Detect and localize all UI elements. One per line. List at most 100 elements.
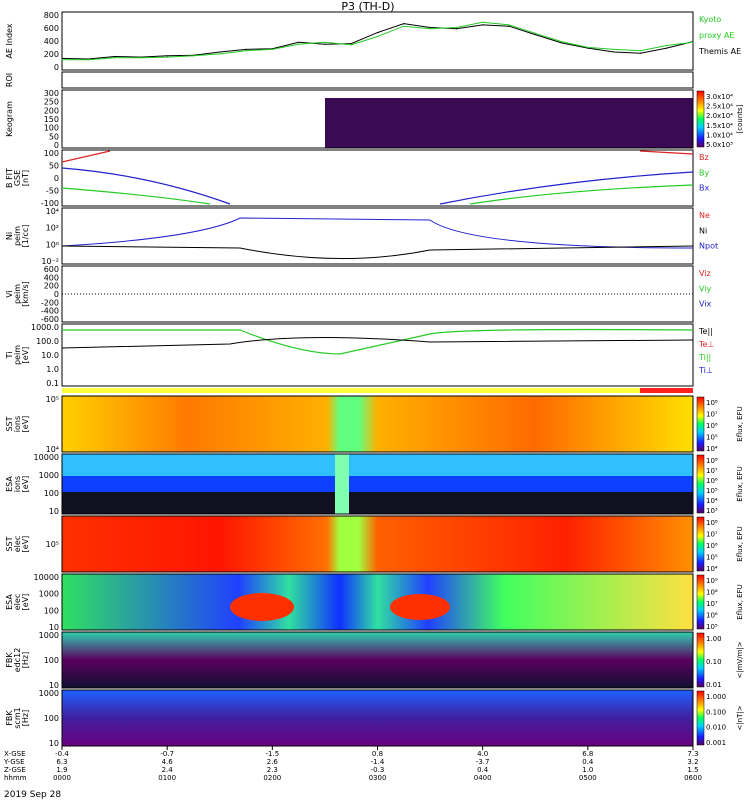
velocity-y-label: peim: [13, 284, 22, 304]
ae-legend-entry: Kyoto: [699, 15, 721, 24]
esa_e-y-label: elec: [13, 594, 22, 610]
fbk_e-colorbar-label: 0.10: [706, 658, 722, 666]
axis-value: 3.2: [687, 758, 698, 766]
velocity-tick-label: 400: [44, 273, 59, 282]
axis-value: 6.3: [56, 758, 67, 766]
sst_i-y-label: [eV]: [21, 416, 30, 433]
ni-curve: [61, 245, 694, 259]
keogram-tick-label: 200: [44, 106, 59, 115]
keogram-colorbar-title: [counts]: [736, 104, 744, 133]
ae-data-point: [666, 44, 668, 47]
axis-value: 0200: [263, 774, 281, 782]
panels: [61, 11, 694, 747]
esa_i-y-label: [eV]: [21, 476, 30, 493]
keogram-colorbar-label: 1.0x10⁴: [706, 131, 733, 139]
sst_e-colorbar-label: 10⁸: [706, 519, 718, 527]
axis-value: 0.4: [477, 766, 489, 774]
esa_e-colorbar-label: 10⁹: [706, 577, 718, 585]
figure-title: P3 (TH-D): [341, 0, 394, 13]
ae-data-point: [113, 57, 116, 59]
ae-data-point: [245, 50, 247, 52]
bfield-legend-entry: By: [699, 168, 709, 177]
bfield-frame: [61, 149, 694, 207]
keogram-tick-label: 0: [54, 141, 59, 150]
ae-tick-label: 800: [44, 11, 59, 20]
ae-data-point: [219, 53, 221, 55]
fbk_e-colorbar-title: <|mV/m|>: [736, 641, 744, 678]
bz-curve-left: [61, 150, 111, 163]
ae-data-point: [376, 35, 379, 38]
axis-value: 2.4: [162, 766, 174, 774]
esa_e-tick-label: 100: [44, 606, 59, 615]
axis-value: 2.3: [267, 766, 278, 774]
esa_e-tick-label: 1000: [39, 590, 59, 599]
temp-legend-entry: Te||: [698, 327, 713, 336]
roi-frame: [61, 71, 694, 89]
temp-y-label: [eV]: [21, 347, 30, 364]
density-y-label: [1/cc]: [21, 225, 30, 248]
axis-value: 0400: [474, 774, 492, 782]
esa_i-frame: [61, 453, 694, 515]
esa_i-colorbar-label: 10⁸: [706, 457, 718, 465]
density-y-label: peim: [13, 226, 22, 246]
axis-value: 0500: [579, 774, 597, 782]
bfield-tick-label: 0: [54, 174, 59, 183]
sst_i-colorbar-title: Eflux, EFU: [736, 406, 744, 441]
fbk_b-colorbar-label: 0.001: [706, 739, 726, 747]
velocity-tick-label: 600: [44, 265, 59, 274]
keogram-colorbar-label: 3.0x10⁴: [706, 93, 733, 101]
ae-data-point: [666, 47, 668, 49]
ae-data-point: [298, 43, 300, 45]
axis-value: -1.5: [265, 750, 279, 758]
ae-data-point: [455, 26, 457, 29]
sst_i-colorbar-label: 10⁶: [706, 422, 718, 430]
esa_e-tick-label: 10: [49, 623, 59, 632]
density-legend-entry: Npot: [699, 242, 718, 251]
density-tick-label: 10⁰: [46, 240, 59, 249]
bfield-tick-label: 100: [44, 149, 59, 158]
bfield-y-label: B FIT: [5, 168, 14, 188]
keogram-tick-label: 50: [49, 132, 59, 141]
sst_i-tick-label: 10⁵: [46, 395, 59, 404]
fbk_e-tick-label: 1000: [39, 631, 59, 640]
ae-tick-label: 600: [44, 24, 59, 33]
keogram-colorbar-label: 2.0x10⁴: [706, 112, 733, 120]
ae-index-plot: [61, 21, 694, 61]
axis-value: 7.3: [687, 750, 698, 758]
fbk_b-y-label: FBK: [5, 710, 14, 726]
bfield-tick-label: -50: [46, 187, 59, 196]
temp-frame: [61, 323, 694, 387]
ae-data-point: [61, 57, 63, 60]
bz-curve-right: [639, 150, 694, 155]
fbk_b-tick-label: 100: [44, 714, 59, 723]
ae-data-point: [113, 55, 116, 58]
density-frame: [61, 207, 694, 265]
axis-value: 1.9: [56, 766, 67, 774]
velocity-legend-entry: Viy: [699, 284, 712, 293]
by-curve-left: [61, 187, 211, 205]
fbk_b-colorbar-label: 0.010: [706, 724, 726, 732]
axis-value: 0.4: [582, 758, 594, 766]
ae-data-point: [587, 46, 589, 49]
sst_e-colorbar-label: 10⁴: [706, 565, 718, 573]
keogram-y-label: Keogram: [5, 101, 14, 137]
bfield-y-label: [nT]: [21, 170, 30, 186]
fbk_b-colorbar: [696, 690, 705, 746]
esa_i-y-label: ESA: [5, 476, 14, 492]
fbk_e-y-label: [Hz]: [21, 652, 30, 668]
ae-data-point: [455, 28, 457, 30]
ae-legend-entry: proxy AE: [699, 31, 734, 40]
sst_e-tick-label: 10⁵: [46, 540, 59, 549]
fbk_b-tick-label: 1000: [39, 689, 59, 698]
axis-value: 4.0: [477, 750, 488, 758]
velocity-legend-entry: Vix: [699, 300, 712, 309]
temp-y-label: peim: [13, 345, 22, 365]
temp-y-label: Ti: [5, 352, 14, 360]
ae-series-line: [61, 23, 694, 60]
axis-value: 0000: [53, 774, 71, 782]
sst_e-frame: [61, 515, 694, 573]
esa_e-colorbar-label: 10⁵: [706, 623, 718, 631]
fbk_b-colorbar-label: 1.000: [706, 693, 726, 701]
temp-tick-label: 0.1: [46, 379, 59, 388]
